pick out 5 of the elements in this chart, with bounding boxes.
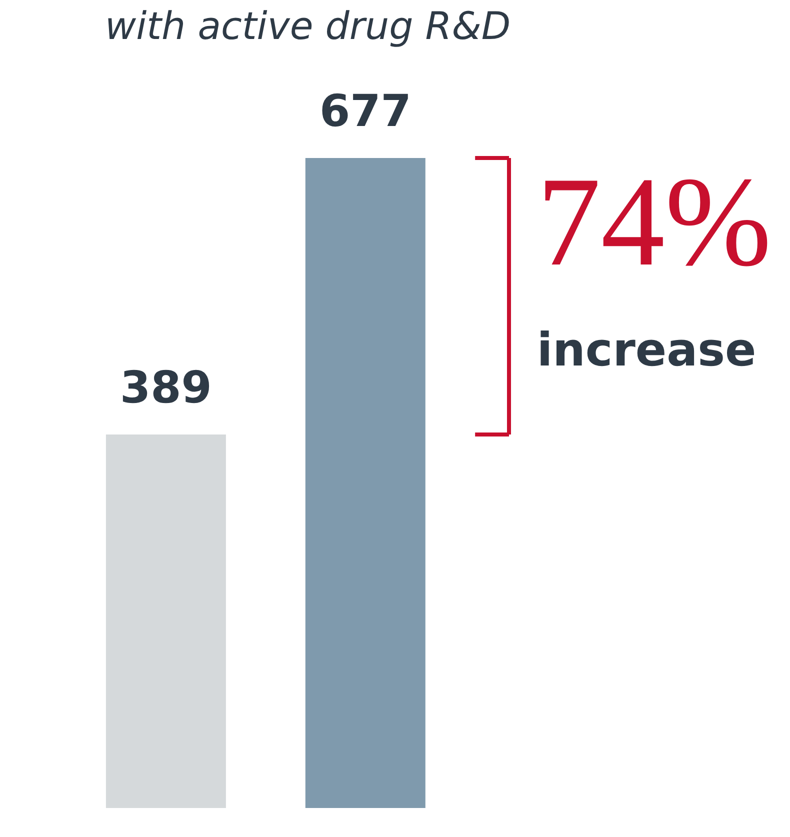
data-label: 389 xyxy=(120,362,212,414)
text: 74% xyxy=(536,150,772,292)
data-label: 677 xyxy=(319,86,412,137)
chart-title: with active drug R&D xyxy=(105,4,511,48)
text: increase xyxy=(536,322,756,376)
